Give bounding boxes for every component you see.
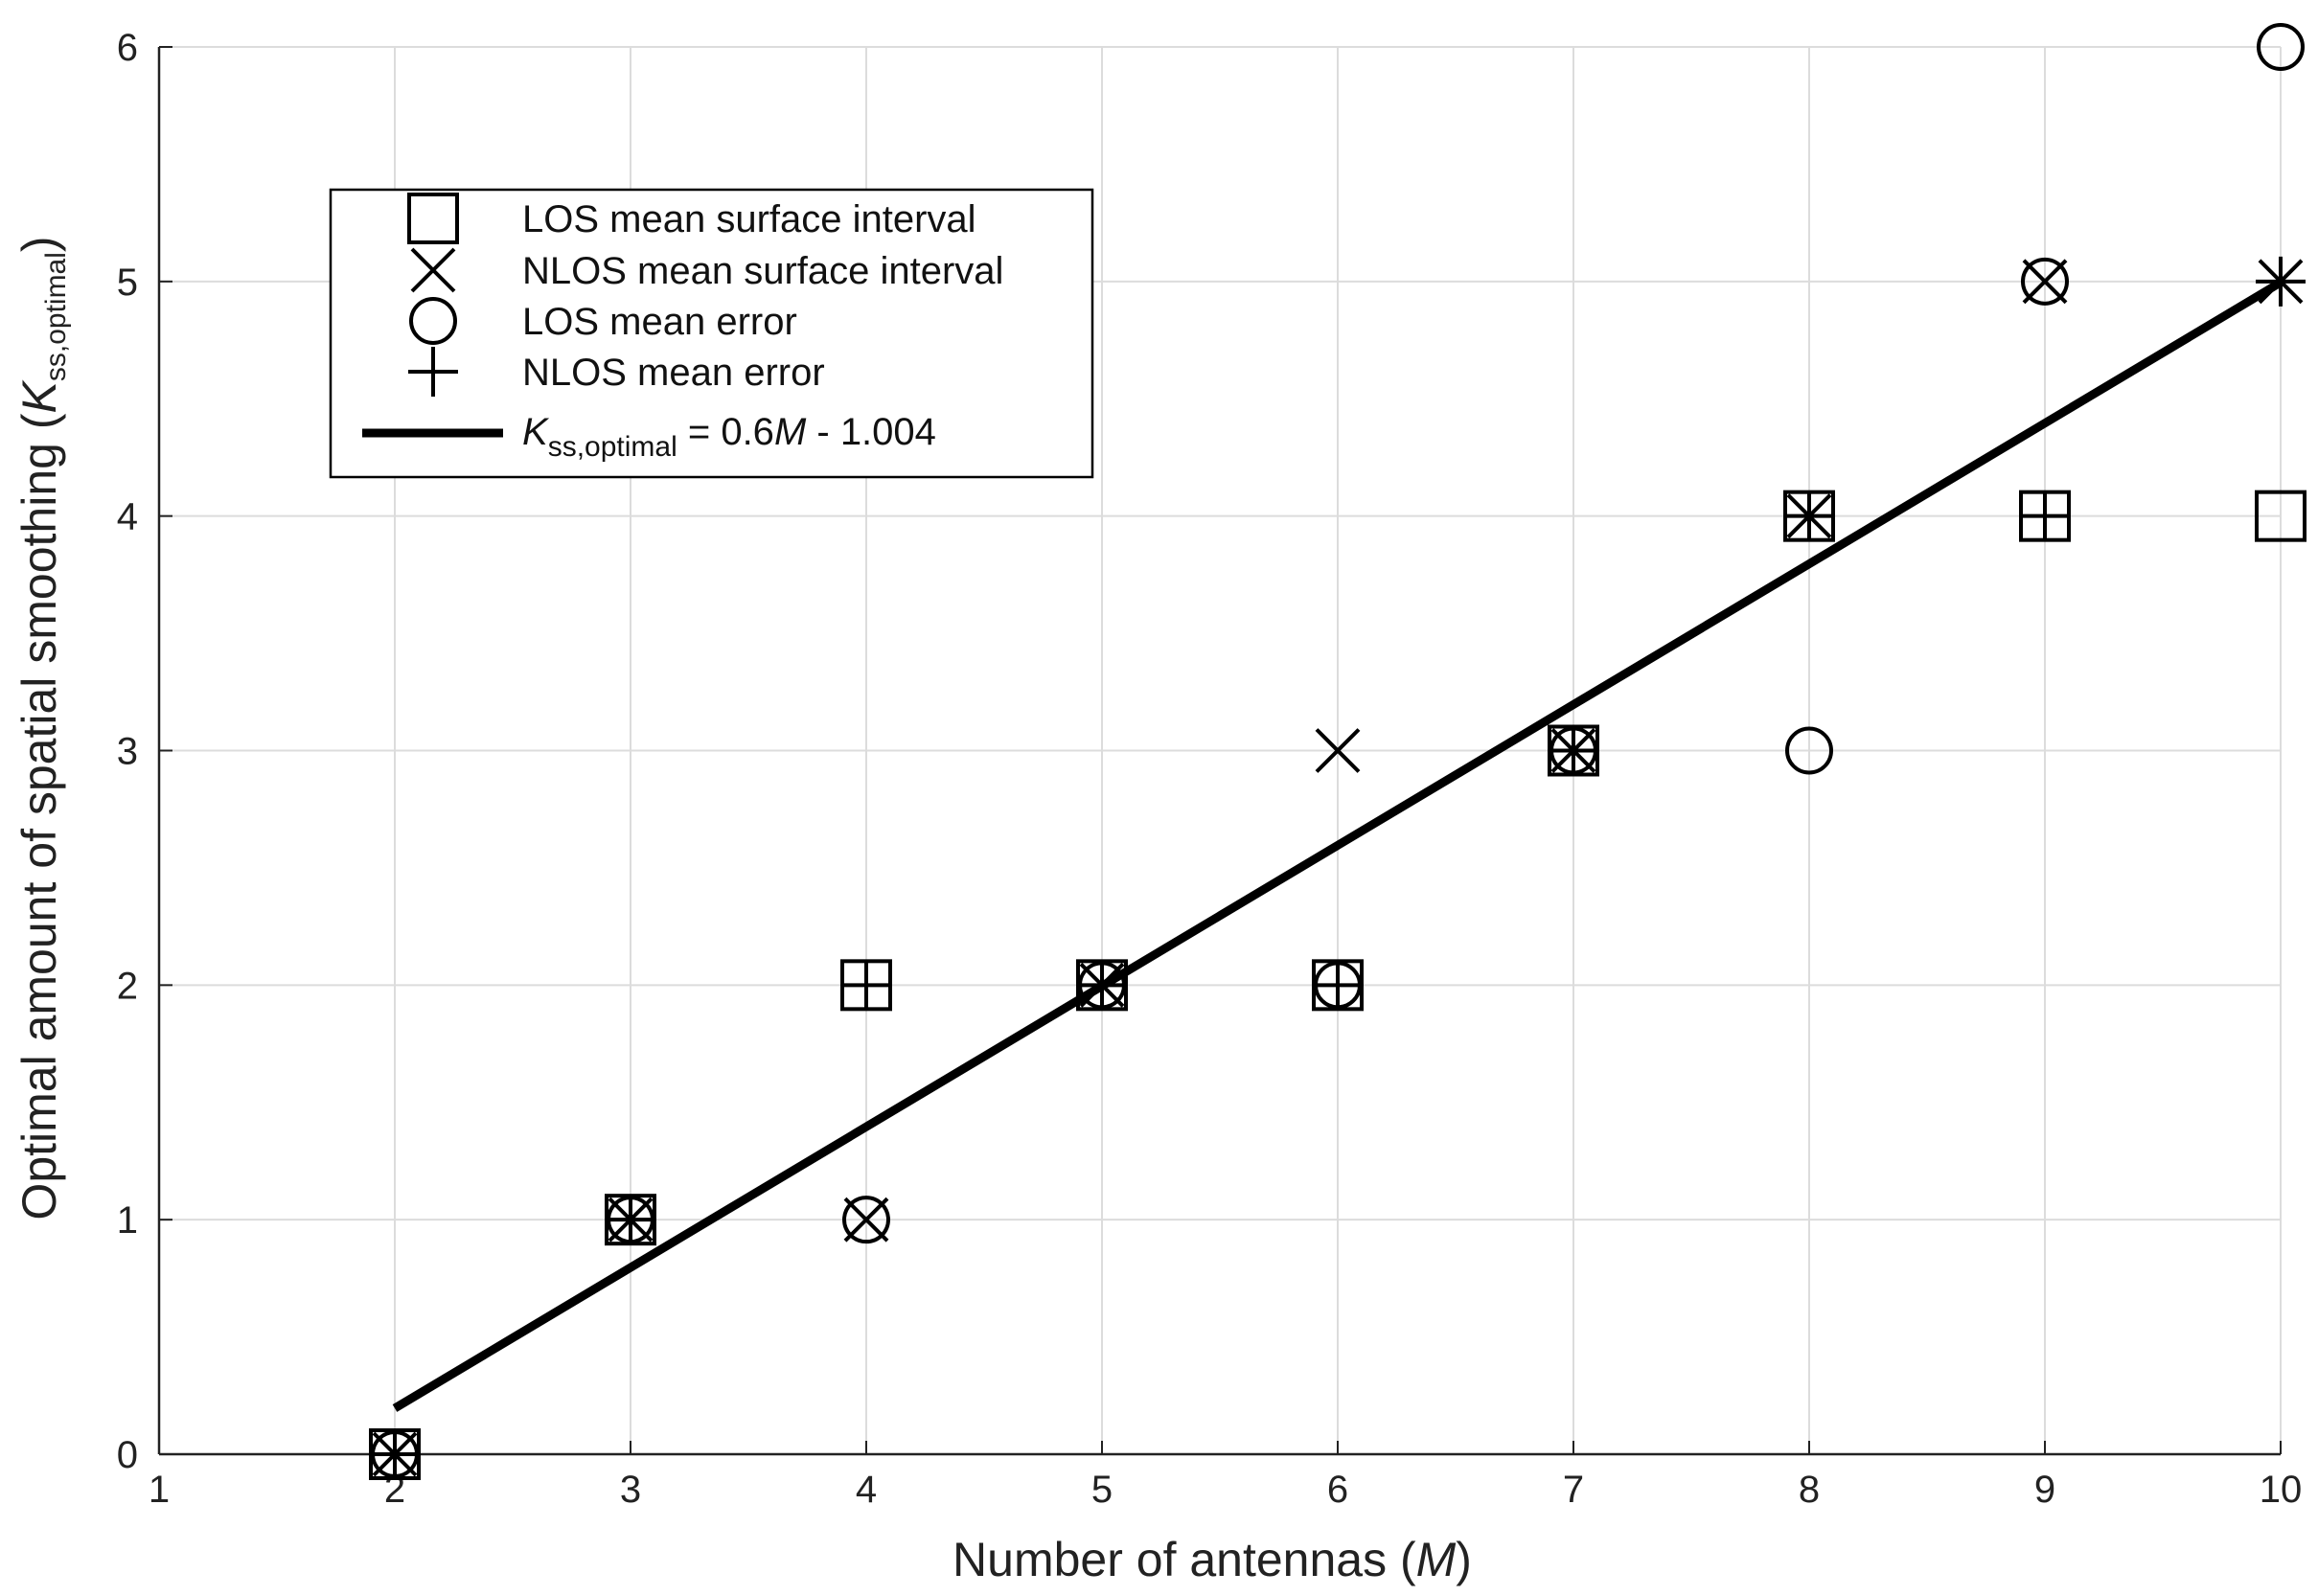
x-tick-label: 5 bbox=[1091, 1469, 1113, 1511]
legend-label: LOS mean surface interval bbox=[522, 198, 976, 240]
y-tick-label: 4 bbox=[117, 496, 138, 538]
legend-marker-square bbox=[407, 193, 459, 244]
marker-plus-point bbox=[1549, 725, 1598, 776]
y-axis-label: Optimal amount of spatial smoothing (Kss… bbox=[12, 236, 72, 1220]
x-tick-label: 7 bbox=[1563, 1469, 1584, 1511]
x-tick-label: 6 bbox=[1327, 1469, 1348, 1511]
marker-square-point bbox=[2255, 490, 2307, 542]
marker-circle-point bbox=[842, 1196, 890, 1244]
y-tick-label: 5 bbox=[117, 262, 138, 304]
legend-marker-plus bbox=[408, 347, 458, 397]
data-markers bbox=[369, 23, 2307, 1480]
marker-x-point bbox=[1315, 728, 1361, 773]
marker-circle-point bbox=[1785, 726, 1833, 775]
x-tick-label: 8 bbox=[1799, 1469, 1820, 1511]
marker-plus-point bbox=[1313, 960, 1363, 1011]
x-tick-label: 9 bbox=[2034, 1469, 2055, 1511]
legend: LOS mean surface interval NLOS mean surfa… bbox=[329, 188, 1094, 479]
marker-plus-point bbox=[1784, 490, 1834, 541]
marker-plus-point bbox=[606, 1195, 655, 1245]
marker-plus-point bbox=[370, 1429, 420, 1479]
x-tick-label: 10 bbox=[2260, 1469, 2303, 1511]
marker-plus-point bbox=[841, 960, 891, 1011]
fit-line-group bbox=[392, 278, 2284, 1412]
legend-label: LOS mean error bbox=[522, 301, 797, 343]
legend-fit-label: Kss,optimal = 0.6M - 1.004 bbox=[522, 411, 936, 463]
y-tick-label: 1 bbox=[117, 1199, 138, 1242]
y-tick-label: 3 bbox=[117, 731, 138, 773]
marker-plus-point bbox=[1077, 960, 1127, 1011]
legend-label: NLOS mean surface interval bbox=[522, 250, 1003, 292]
x-tick-label: 3 bbox=[620, 1469, 641, 1511]
y-tick-label: 2 bbox=[117, 965, 138, 1007]
x-tick-label: 1 bbox=[149, 1469, 170, 1511]
fit-line bbox=[392, 278, 2284, 1412]
marker-plus-point bbox=[2256, 256, 2306, 307]
y-tick-label: 6 bbox=[117, 27, 138, 69]
legend-entries: LOS mean surface interval NLOS mean surfa… bbox=[362, 193, 1003, 463]
legend-marker-x bbox=[410, 247, 456, 293]
marker-x-point bbox=[2022, 259, 2068, 305]
marker-plus-point bbox=[2020, 490, 2070, 541]
marker-circle-point bbox=[2021, 257, 2069, 306]
axes bbox=[157, 46, 2282, 1456]
x-tick-label: 4 bbox=[856, 1469, 877, 1511]
legend-marker-circle bbox=[409, 297, 457, 345]
legend-label: NLOS mean error bbox=[522, 352, 825, 394]
x-axis-label: Number of antennas (M) bbox=[952, 1533, 1472, 1586]
marker-x-point bbox=[843, 1197, 889, 1243]
marker-circle-point bbox=[2257, 23, 2305, 71]
y-tick-label: 0 bbox=[117, 1434, 138, 1476]
